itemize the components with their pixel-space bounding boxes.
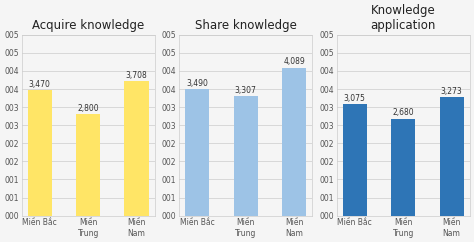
Text: 2,800: 2,800 (77, 104, 99, 113)
Bar (282, 68, 306, 216)
Title: Acquire knowledge: Acquire knowledge (32, 19, 144, 32)
Text: 4,089: 4,089 (283, 57, 305, 66)
Bar (439, 97, 464, 216)
Bar (234, 96, 258, 216)
Text: 3,273: 3,273 (441, 87, 463, 96)
Bar (343, 104, 367, 216)
Bar (125, 82, 149, 216)
Text: 3,075: 3,075 (344, 94, 366, 103)
Text: 2,680: 2,680 (392, 108, 414, 117)
Title: Share knowledge: Share knowledge (195, 19, 297, 32)
Text: 3,307: 3,307 (235, 85, 256, 95)
Bar (185, 89, 210, 216)
Bar (27, 90, 52, 216)
Text: 3,708: 3,708 (126, 71, 147, 80)
Bar (76, 114, 100, 216)
Text: 3,490: 3,490 (186, 79, 208, 88)
Text: 3,470: 3,470 (29, 80, 51, 89)
Bar (391, 119, 415, 216)
Title: Knowledge
application: Knowledge application (371, 4, 436, 32)
